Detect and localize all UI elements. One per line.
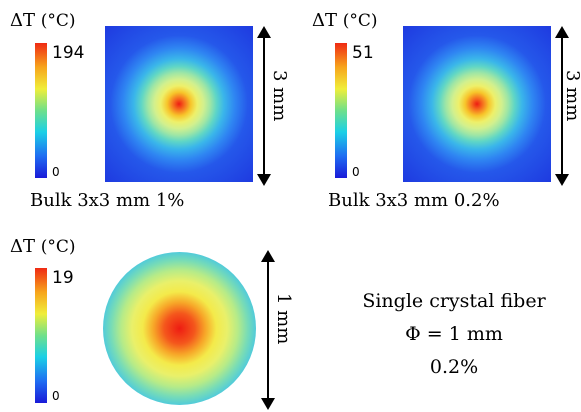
- temperature-map-fiber: [103, 252, 256, 405]
- delta-t-title-3: ΔT (°C): [10, 236, 76, 257]
- size-arrow-3: [261, 250, 275, 410]
- size-arrow-2: [555, 26, 569, 186]
- size-label-3: 1 mm: [273, 293, 294, 345]
- fiber-caption-line2: Φ = 1 mm: [405, 323, 503, 345]
- colorbar-1: [35, 43, 47, 178]
- colorbar-min-label-1: 0: [52, 165, 60, 179]
- caption-bulk-1pct: Bulk 3x3 mm 1%: [30, 190, 185, 211]
- colorbar-min-label-3: 0: [52, 389, 60, 403]
- colorbar-2: [335, 43, 347, 178]
- delta-t-title-2: ΔT (°C): [312, 10, 378, 31]
- colorbar-max-label-3: 19: [52, 268, 74, 288]
- colorbar-max-label-1: 194: [52, 43, 85, 63]
- temperature-map-bulk-02pct: [403, 26, 551, 182]
- fiber-caption-line3: 0.2%: [429, 356, 479, 378]
- colorbar-3: [35, 268, 47, 403]
- fiber-caption-line1: Single crystal fiber: [362, 290, 546, 312]
- size-label-2: 3 mm: [562, 70, 581, 122]
- delta-t-title-1: ΔT (°C): [10, 10, 76, 31]
- colorbar-max-label-2: 51: [352, 43, 374, 63]
- size-arrow-1: [257, 26, 271, 186]
- size-label-1: 3 mm: [269, 70, 290, 122]
- colorbar-min-label-2: 0: [352, 165, 360, 179]
- caption-bulk-02pct: Bulk 3x3 mm 0.2%: [328, 190, 500, 211]
- temperature-map-bulk-1pct: [105, 26, 253, 182]
